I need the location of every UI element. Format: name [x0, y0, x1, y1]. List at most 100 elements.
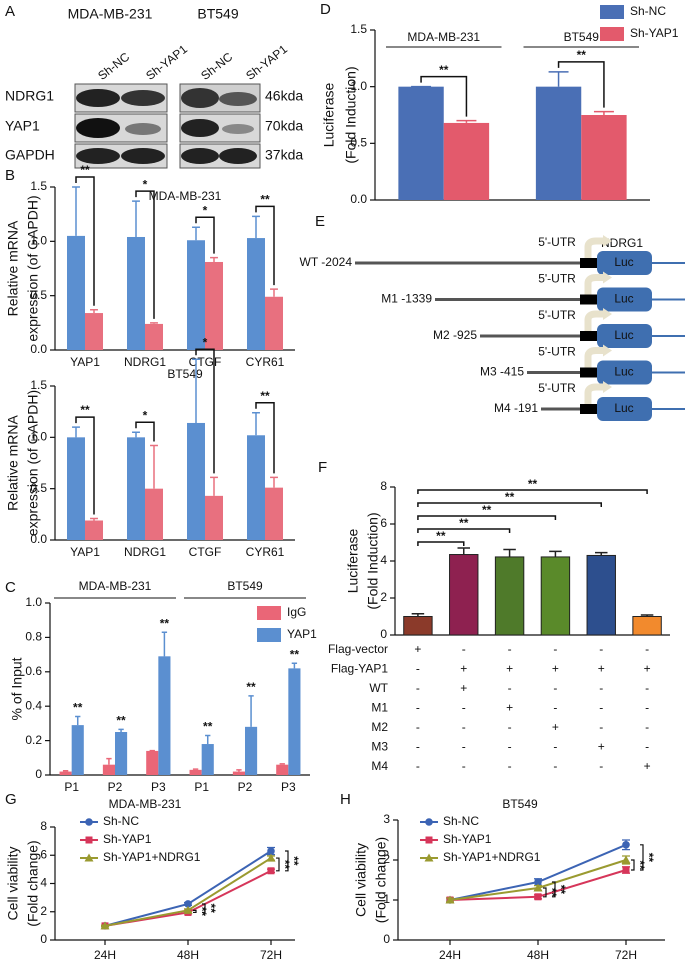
point: [266, 853, 276, 862]
error-bar: [132, 200, 140, 237]
y-axis-label: (Fold Induction): [365, 512, 381, 609]
condition-mark: -: [599, 701, 603, 715]
chart-title: MDA-MB-231: [109, 797, 182, 811]
y-tick-label: 4: [380, 553, 387, 567]
condition-mark: -: [645, 740, 649, 754]
y-axis-label: (Fold change): [25, 840, 41, 926]
bar: [494, 556, 525, 636]
x-tick-label: P1: [64, 780, 79, 794]
utr-label: 5'-UTR: [538, 345, 576, 359]
x-tick-label: 72H: [615, 948, 637, 962]
significance: **: [577, 48, 587, 62]
condition-mark: -: [508, 740, 512, 754]
sig-bracket: [195, 216, 215, 254]
significance: *: [143, 177, 148, 191]
construct-label: M4 -191: [494, 401, 538, 415]
bar: [232, 771, 245, 775]
sig-bracket: [75, 416, 95, 515]
sig-bracket: [193, 909, 197, 914]
condition-mark: -: [462, 759, 466, 773]
error-bar: [270, 476, 278, 488]
bar: [102, 764, 115, 775]
chart-title: BT549: [502, 797, 538, 811]
utr-label: 5'-UTR: [538, 272, 576, 286]
x-tick-label: YAP1: [70, 355, 100, 369]
sig-bracket: [255, 205, 275, 286]
x-tick-label: P2: [108, 780, 123, 794]
point: [267, 867, 275, 875]
condition-mark: +: [598, 740, 605, 754]
condition-mark: -: [599, 759, 603, 773]
significance: **: [290, 647, 300, 661]
y-tick-label: 8: [40, 819, 47, 833]
condition-mark: +: [460, 681, 467, 695]
point: [534, 893, 542, 901]
sig-bracket: [420, 75, 468, 117]
bar: [265, 487, 283, 540]
x-tick-label: BT549: [564, 30, 600, 44]
size-label: 37kda: [265, 147, 303, 163]
condition-name: M2: [371, 720, 388, 734]
utr-arrowhead: [603, 235, 612, 247]
panel-label: G: [5, 791, 17, 808]
x-tick-label: NDRG1: [124, 545, 166, 559]
bar: [145, 488, 163, 540]
panel-label: H: [340, 791, 351, 808]
condition-mark: -: [462, 642, 466, 656]
protein-label: GAPDH: [5, 147, 55, 163]
construct-label: WT -2024: [300, 255, 353, 269]
significance: **: [505, 490, 515, 504]
condition-mark: -: [553, 681, 557, 695]
y-axis-label: Relative mRNA: [5, 415, 21, 511]
error-bar: [150, 322, 158, 324]
y-tick-label: 0: [35, 767, 42, 781]
y-tick-label: 2: [380, 590, 387, 604]
condition-mark: -: [553, 701, 557, 715]
error-bar: [90, 517, 98, 521]
condition-mark: -: [599, 642, 603, 656]
bar: [85, 520, 103, 540]
condition-mark: -: [508, 759, 512, 773]
y-axis-label: (Fold Induction): [343, 66, 359, 163]
error-bar: [548, 71, 569, 87]
series-line: [104, 869, 272, 927]
panel-label: C: [5, 579, 16, 596]
condition-mark: +: [506, 701, 513, 715]
condition-mark: -: [645, 720, 649, 734]
condition-name: Flag-YAP1: [331, 662, 388, 676]
legend-label: Sh-YAP1: [443, 832, 492, 846]
y-tick-label: 4: [40, 876, 47, 890]
bar: [540, 556, 571, 636]
y-tick-label: 1.0: [30, 234, 47, 248]
condition-mark: +: [460, 662, 467, 676]
error-bar: [252, 215, 260, 239]
legend-swatch: [257, 606, 281, 620]
y-tick-label: 0.0: [30, 532, 47, 546]
sig-bracket: [202, 903, 206, 914]
sig-bracket: [417, 489, 648, 494]
bar: [535, 86, 582, 200]
error-bar: [90, 309, 98, 314]
point: [267, 847, 275, 855]
y-axis-label: expression (of GAPDH): [25, 195, 41, 341]
bar: [632, 616, 662, 636]
significance: **: [73, 701, 83, 715]
y-tick-label: 0.5: [30, 288, 47, 302]
bar: [127, 437, 145, 540]
bar: [247, 435, 265, 540]
condition-mark: -: [553, 740, 557, 754]
point: [184, 900, 192, 908]
error-bar: [252, 411, 260, 436]
bar: [115, 732, 128, 775]
x-tick-label: P3: [151, 780, 166, 794]
luc-label: Luc: [614, 255, 633, 269]
sig-bracket: [640, 844, 644, 871]
condition-mark: -: [462, 701, 466, 715]
bar: [276, 764, 289, 775]
error-bar: [72, 186, 80, 236]
error-bar: [192, 226, 200, 241]
bar: [71, 725, 84, 775]
luc-box: [597, 324, 652, 348]
sig-bracket: [195, 348, 215, 474]
